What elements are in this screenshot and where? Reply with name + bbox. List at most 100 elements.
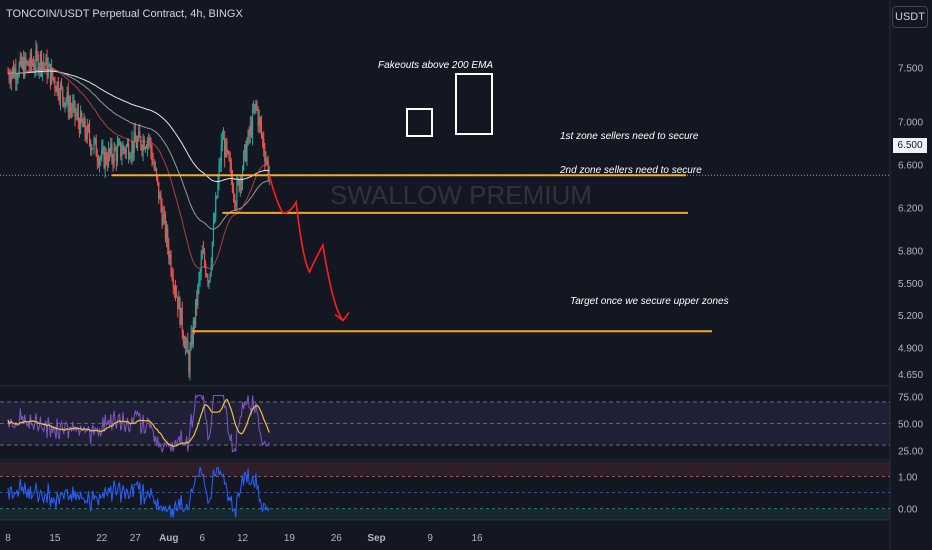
candle-body — [69, 105, 72, 109]
candle-body — [134, 132, 136, 143]
candle-body — [238, 180, 240, 191]
candle-body — [40, 53, 43, 71]
candle-body — [146, 140, 149, 148]
candle-body — [18, 64, 20, 77]
candle-body — [176, 294, 178, 297]
candle-body — [264, 151, 266, 162]
candle-body — [119, 141, 121, 143]
candle-body — [97, 160, 100, 165]
candle-body — [86, 125, 88, 140]
candle-body — [58, 96, 60, 101]
candle-body — [243, 152, 245, 170]
candle-body — [93, 140, 95, 149]
candle-body — [140, 137, 142, 148]
candle-body — [25, 56, 27, 64]
candle-body — [31, 63, 34, 65]
candle-body — [133, 132, 135, 153]
candle-body — [82, 121, 84, 127]
candle-body — [103, 148, 105, 168]
candle-body — [74, 101, 76, 117]
candle-body — [181, 307, 183, 333]
candle-body — [192, 320, 194, 345]
candle-body — [126, 143, 129, 147]
currency-button[interactable]: USDT — [892, 6, 928, 28]
candle-body — [112, 158, 114, 163]
candle-body — [98, 159, 101, 165]
time-tick-label: 12 — [237, 533, 249, 544]
candle-body — [251, 110, 254, 136]
candle-body — [23, 60, 25, 77]
candle-body — [159, 195, 161, 200]
candle-body — [250, 124, 253, 136]
candle-body — [61, 84, 63, 88]
osc-upper-band — [0, 462, 890, 477]
candle-body — [28, 65, 30, 67]
fakeout-box — [406, 108, 433, 137]
candle-body — [235, 203, 237, 206]
time-tick-label: Sep — [367, 533, 385, 544]
candle-body — [215, 197, 217, 220]
candle-body — [67, 92, 69, 113]
candle-body — [130, 155, 132, 159]
candle-body — [39, 53, 41, 67]
candle-body — [65, 101, 67, 103]
candle-body — [247, 130, 249, 145]
time-tick-label: 9 — [427, 533, 433, 544]
candle-body — [37, 55, 39, 72]
candle-body — [232, 191, 235, 196]
rsi-line — [7, 393, 270, 454]
candle-body — [206, 274, 208, 277]
candle-body — [17, 76, 19, 79]
candle-body — [121, 153, 123, 157]
candle-body — [84, 118, 86, 134]
osc-tick-label: 1.00 — [898, 473, 918, 484]
price-tick-label: 5.800 — [898, 247, 923, 258]
ema-50-line — [7, 66, 270, 270]
osc-line — [7, 466, 270, 518]
candle-body — [199, 272, 201, 278]
candle-body — [38, 66, 40, 72]
candle-body — [265, 160, 267, 162]
candle-body — [135, 142, 138, 148]
candle-body — [216, 196, 218, 198]
candle-body — [186, 340, 188, 344]
candle-body — [36, 50, 38, 56]
rsi-tick-label: 50.00 — [898, 420, 923, 431]
candle-body — [208, 281, 210, 283]
time-tick-label: Aug — [159, 533, 178, 544]
price-tick-label: 7.500 — [898, 64, 923, 75]
candle-body — [150, 139, 152, 151]
candle-body — [160, 195, 162, 207]
candle-body — [230, 163, 232, 178]
candle-body — [184, 343, 187, 349]
candle-body — [258, 117, 260, 126]
candle-body — [109, 149, 111, 154]
candle-body — [213, 219, 216, 223]
candle-body — [168, 246, 170, 259]
candle-body — [226, 140, 228, 151]
candle-body — [220, 143, 222, 165]
candle-body — [154, 168, 156, 170]
candle-body — [229, 160, 231, 164]
candle-body — [144, 147, 146, 150]
candle-body — [217, 180, 219, 197]
candle-body — [92, 148, 94, 150]
candle-body — [234, 195, 236, 204]
candle-body — [24, 56, 26, 77]
candle-body — [111, 144, 113, 159]
candle-body — [66, 92, 68, 102]
candle-body — [75, 115, 77, 117]
candle-body — [29, 52, 31, 67]
price-tick-label: 4.650 — [898, 370, 923, 381]
candle-body — [115, 150, 117, 161]
candle-body — [8, 73, 10, 79]
candle-body — [180, 307, 182, 325]
price-tick-label: 6.600 — [898, 160, 923, 171]
candle-body — [143, 139, 145, 150]
candle-body — [182, 332, 184, 342]
ema-200-line — [7, 70, 270, 182]
candle-body — [56, 82, 58, 92]
candle-body — [45, 57, 47, 66]
candle-body — [253, 110, 255, 112]
